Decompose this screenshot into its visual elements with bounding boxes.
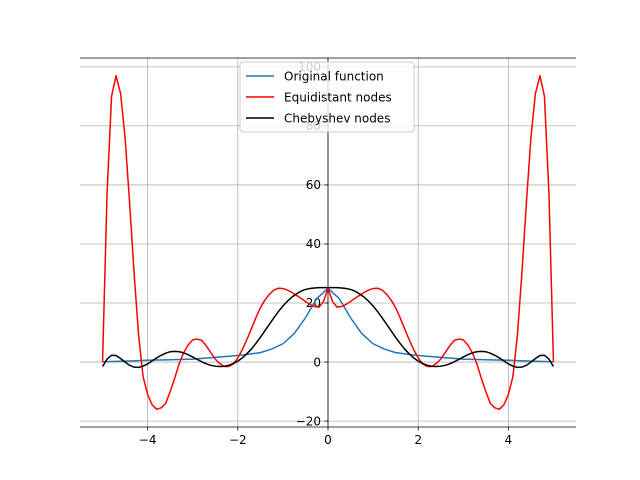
x-tick-label-3: 2 <box>414 433 422 447</box>
y-tick-label-4: 60 <box>306 178 321 192</box>
legend: Original function Equidistant nodes Chebys… <box>239 61 415 133</box>
legend-box <box>239 61 415 133</box>
y-tick-label-3: 40 <box>306 237 321 251</box>
series-line-2 <box>101 286 555 369</box>
x-tick-label-1: −2 <box>229 433 247 447</box>
y-tick-label-0: −20 <box>296 414 321 428</box>
legend-label-2: Chebyshev nodes <box>284 112 390 126</box>
x-tick-label-4: 4 <box>505 433 513 447</box>
x-tick-label-0: −4 <box>139 433 157 447</box>
legend-label-0: Original function <box>284 70 384 84</box>
y-tick-label-1: 0 <box>313 355 321 369</box>
plot-area <box>101 74 555 411</box>
legend-label-1: Equidistant nodes <box>284 91 392 105</box>
x-tick-label-2: 0 <box>324 433 332 447</box>
